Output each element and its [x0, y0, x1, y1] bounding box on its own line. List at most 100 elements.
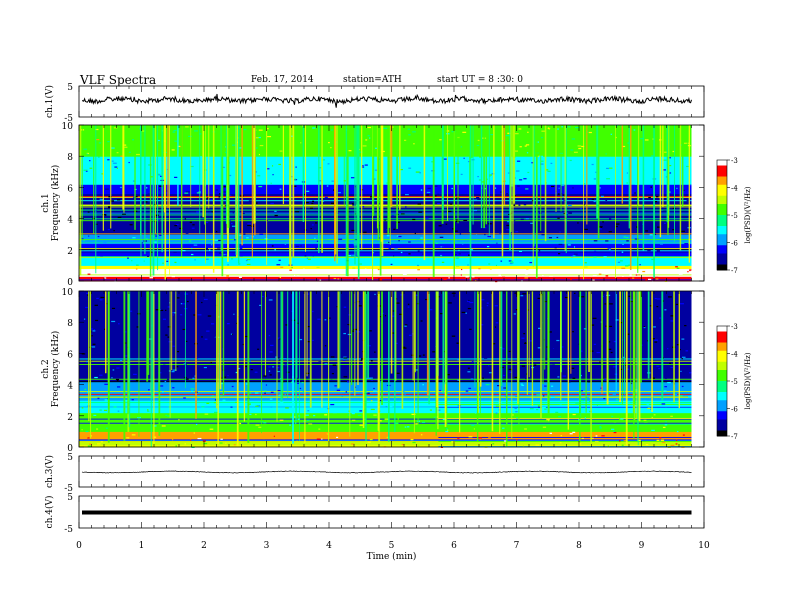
ch2-spectrogram-speckle	[656, 298, 661, 300]
ch2-spectrogram-speckle	[467, 367, 470, 369]
ch2-spectrogram-speckle	[589, 293, 591, 296]
ch1-spectrogram-speckle	[192, 224, 195, 226]
ch2-spectrogram-speckle	[618, 440, 621, 442]
ch1-spectrogram-speckle	[663, 222, 666, 224]
ch1-spectrogram-sferic	[253, 125, 256, 224]
ch2-spectrogram-speckle	[420, 320, 423, 322]
ch2-spectrogram-speckle	[656, 316, 660, 318]
ch2-spectrogram-speckle	[429, 409, 432, 411]
ch1-spectrogram-speckle	[338, 192, 341, 194]
ch2-spectrogram-speckle	[87, 437, 90, 439]
ch2-spectrogram-speckle	[451, 441, 455, 443]
ch1-spectrogram-speckle	[605, 275, 609, 277]
ch1-spectrogram-speckle	[190, 165, 194, 168]
ch2-spectrogram-speckle	[264, 392, 266, 394]
ch2-spectrogram-speckle	[118, 323, 120, 325]
ch1-spectrogram-speckle	[351, 254, 355, 256]
ch2-spectrogram-speckle	[422, 354, 425, 356]
ch1-spectrogram-speckle	[206, 197, 209, 199]
ch2-spectrogram-sferic	[171, 291, 173, 371]
ch1-spectrogram-speckle	[581, 145, 585, 148]
ch1-spectrogram-speckle	[595, 171, 597, 173]
ch2-spectrogram-speckle	[670, 444, 675, 446]
ch2-spectrogram-speckle	[488, 372, 492, 374]
ch1-spectrogram-speckle	[420, 189, 423, 191]
ch1-spectrogram-speckle	[274, 249, 276, 251]
ch1-spectrogram-speckle	[159, 234, 162, 236]
ch1-spectrogram-speckle	[427, 140, 431, 142]
ch1-spectrogram-band	[79, 125, 692, 157]
ch2-spectrogram-speckle	[637, 439, 641, 442]
ch2-spectrogram-speckle	[369, 377, 373, 379]
ch1-spectrogram-speckle	[255, 147, 258, 149]
ch2-spectrogram-speckle	[213, 402, 218, 404]
ch2-spectrogram-speckle	[457, 437, 460, 439]
ch2-spectrogram-sferic	[378, 291, 381, 446]
ch1-spectrogram-speckle	[605, 129, 607, 132]
ch1-spectrogram-speckle	[626, 182, 628, 184]
ch1-spectrogram-speckle	[123, 144, 127, 146]
ch1-spectrogram-speckle	[635, 183, 638, 185]
ch2-spectrogram-speckle	[220, 382, 224, 385]
ch2-spectrogram-hline	[79, 402, 692, 403]
ch1-spectrogram-speckle	[525, 273, 528, 275]
ch1-spectrogram-speckle	[662, 159, 667, 161]
ch2-spectrogram-colorbar-cell	[717, 397, 727, 401]
ch2-spectrogram-colorbar-cell	[717, 392, 727, 396]
ch2-spectrogram-speckle	[422, 384, 425, 386]
ch2-spectrogram-speckle	[268, 334, 271, 337]
ch1-spectrogram-speckle	[506, 193, 509, 195]
ch1-spectrogram-speckle	[217, 239, 222, 242]
ch2-spectrogram-speckle	[336, 404, 339, 406]
ch2-spectrogram-speckle	[255, 405, 259, 407]
ch1-spectrogram-sferic	[673, 125, 675, 242]
ch1-spectrogram-speckle	[487, 223, 492, 225]
ch1-spectrogram-speckle	[117, 199, 121, 201]
ch2-spectrogram-sferic	[184, 291, 186, 389]
ch1-spectrogram-speckle	[338, 238, 343, 240]
ch2-spectrogram-speckle	[322, 351, 326, 353]
ch2-spectrogram-speckle	[343, 357, 348, 359]
ch2-spectrogram-speckle	[244, 335, 248, 338]
ch1-spectrogram-speckle	[626, 172, 629, 174]
ch2-spectrogram-speckle	[643, 419, 647, 421]
ch1-spectrogram-speckle	[420, 237, 423, 239]
ch2-spectrogram-colorbar-ticklabel: -5	[731, 378, 738, 386]
ch2-spectrogram-sferic	[526, 291, 528, 395]
ch2-spectrogram-speckle	[569, 433, 573, 435]
ch2-spectrogram-speckle	[204, 338, 208, 340]
ch1-spectrogram-speckle	[454, 230, 458, 232]
ch2-spectrogram-speckle	[593, 343, 596, 345]
ch4-waveform-ytick-top: 5	[67, 493, 73, 503]
ch1-spectrogram-speckle	[571, 138, 576, 140]
ch1-spectrogram-hline	[79, 196, 692, 198]
ch1-spectrogram-speckle	[498, 274, 501, 277]
ch2-spectrogram-speckle	[408, 334, 412, 336]
ch2-spectrogram-speckle	[501, 348, 505, 350]
ch2-spectrogram-speckle	[544, 408, 547, 410]
ch1-spectrogram-speckle	[451, 187, 453, 190]
ch2-spectrogram-speckle	[171, 438, 174, 441]
ch2-spectrogram-speckle	[643, 326, 645, 328]
ch2-spectrogram-speckle	[406, 382, 411, 384]
ch2-spectrogram-sferic	[560, 291, 562, 401]
ch2-spectrogram-speckle	[147, 409, 149, 411]
ch2-spectrogram-speckle	[136, 342, 139, 345]
ch1-spectrogram-sferic	[161, 125, 163, 253]
ch1-spectrogram-speckle	[500, 260, 503, 262]
ch1-spectrogram-speckle	[174, 261, 177, 264]
ch2-spectrogram-sferic	[153, 291, 155, 447]
ch1-spectrogram-speckle	[285, 200, 288, 203]
ch1-spectrogram-sferic	[688, 125, 690, 263]
ch1-spectrogram-sferic	[134, 125, 136, 230]
ch1-spectrogram-speckle	[229, 174, 232, 177]
ch2-spectrogram-speckle	[370, 360, 373, 362]
ch1-spectrogram-speckle	[110, 147, 115, 149]
ch2-spectrogram-speckle	[201, 336, 203, 338]
ch2-spectrogram-speckle	[572, 331, 574, 333]
ch2-spectrogram-colorbar-cell	[717, 326, 727, 330]
ch2-spectrogram-speckle	[682, 356, 686, 358]
ch2-spectrogram-speckle	[596, 404, 598, 406]
ch2-spectrogram-speckle	[330, 403, 335, 406]
ch1-spectrogram-speckle	[499, 232, 501, 234]
